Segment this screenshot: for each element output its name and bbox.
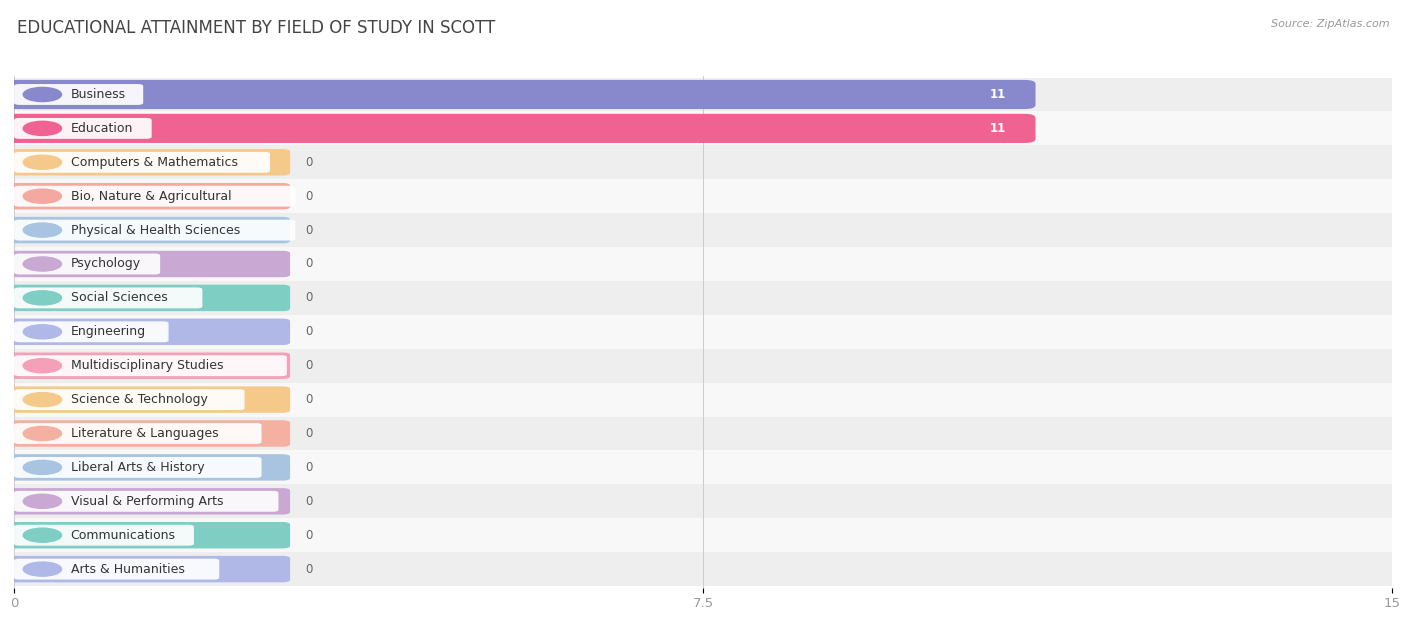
Bar	[14, 281, 1392, 315]
Text: Arts & Humanities: Arts & Humanities	[70, 562, 184, 576]
Circle shape	[24, 392, 62, 406]
Text: 0: 0	[305, 156, 314, 169]
Text: 0: 0	[305, 461, 314, 474]
FancyBboxPatch shape	[7, 353, 290, 379]
Circle shape	[24, 87, 62, 102]
Bar	[14, 145, 1392, 179]
FancyBboxPatch shape	[14, 152, 270, 173]
Text: Business: Business	[70, 88, 125, 101]
Text: Engineering: Engineering	[70, 325, 146, 338]
Text: 0: 0	[305, 529, 314, 542]
Bar	[14, 451, 1392, 484]
FancyBboxPatch shape	[7, 420, 290, 447]
FancyBboxPatch shape	[14, 457, 262, 478]
FancyBboxPatch shape	[14, 355, 287, 376]
FancyBboxPatch shape	[14, 423, 262, 444]
Text: 0: 0	[305, 190, 314, 203]
Text: Computers & Mathematics: Computers & Mathematics	[70, 156, 238, 169]
Bar	[14, 518, 1392, 552]
Text: 11: 11	[990, 122, 1007, 135]
Bar	[14, 179, 1392, 213]
Circle shape	[24, 223, 62, 237]
FancyBboxPatch shape	[14, 288, 202, 308]
Text: Visual & Performing Arts: Visual & Performing Arts	[70, 495, 224, 507]
Text: Psychology: Psychology	[70, 257, 141, 270]
Circle shape	[24, 155, 62, 169]
Text: Source: ZipAtlas.com: Source: ZipAtlas.com	[1271, 19, 1389, 29]
Text: Social Sciences: Social Sciences	[70, 291, 167, 305]
Text: Liberal Arts & History: Liberal Arts & History	[70, 461, 204, 474]
Bar	[14, 78, 1392, 111]
Bar	[14, 213, 1392, 247]
FancyBboxPatch shape	[7, 522, 290, 549]
Text: 0: 0	[305, 495, 314, 507]
Text: 0: 0	[305, 325, 314, 338]
FancyBboxPatch shape	[7, 183, 290, 209]
Bar	[14, 484, 1392, 518]
FancyBboxPatch shape	[14, 321, 169, 343]
Text: 11: 11	[990, 88, 1007, 101]
Circle shape	[24, 189, 62, 204]
Bar	[14, 111, 1392, 145]
FancyBboxPatch shape	[14, 491, 278, 512]
Circle shape	[24, 325, 62, 339]
Circle shape	[24, 460, 62, 475]
FancyBboxPatch shape	[7, 217, 290, 243]
FancyBboxPatch shape	[14, 559, 219, 580]
FancyBboxPatch shape	[14, 186, 295, 207]
FancyBboxPatch shape	[7, 454, 290, 480]
Text: 0: 0	[305, 291, 314, 305]
Text: 0: 0	[305, 359, 314, 372]
Text: Physical & Health Sciences: Physical & Health Sciences	[70, 224, 240, 236]
Circle shape	[24, 257, 62, 271]
FancyBboxPatch shape	[14, 253, 160, 274]
Text: Education: Education	[70, 122, 134, 135]
FancyBboxPatch shape	[7, 149, 290, 176]
FancyBboxPatch shape	[14, 84, 143, 105]
Text: Bio, Nature & Agricultural: Bio, Nature & Agricultural	[70, 190, 232, 203]
Bar	[14, 315, 1392, 349]
Text: 0: 0	[305, 224, 314, 236]
Bar	[14, 349, 1392, 382]
FancyBboxPatch shape	[14, 525, 194, 545]
FancyBboxPatch shape	[14, 389, 245, 410]
FancyBboxPatch shape	[3, 114, 1036, 143]
Circle shape	[24, 121, 62, 135]
FancyBboxPatch shape	[7, 386, 290, 413]
FancyBboxPatch shape	[7, 319, 290, 345]
FancyBboxPatch shape	[7, 488, 290, 514]
Text: EDUCATIONAL ATTAINMENT BY FIELD OF STUDY IN SCOTT: EDUCATIONAL ATTAINMENT BY FIELD OF STUDY…	[17, 19, 495, 37]
Text: Multidisciplinary Studies: Multidisciplinary Studies	[70, 359, 224, 372]
Text: Science & Technology: Science & Technology	[70, 393, 208, 406]
Text: 0: 0	[305, 393, 314, 406]
Circle shape	[24, 494, 62, 508]
FancyBboxPatch shape	[7, 251, 290, 277]
FancyBboxPatch shape	[7, 556, 290, 582]
Text: Literature & Languages: Literature & Languages	[70, 427, 218, 440]
Circle shape	[24, 528, 62, 542]
Bar	[14, 416, 1392, 451]
Text: Communications: Communications	[70, 529, 176, 542]
FancyBboxPatch shape	[7, 284, 290, 311]
Text: 0: 0	[305, 562, 314, 576]
Circle shape	[24, 358, 62, 373]
Bar	[14, 552, 1392, 586]
Circle shape	[24, 291, 62, 305]
FancyBboxPatch shape	[14, 118, 152, 139]
Circle shape	[24, 562, 62, 576]
Bar	[14, 247, 1392, 281]
FancyBboxPatch shape	[3, 80, 1036, 109]
Text: 0: 0	[305, 427, 314, 440]
Circle shape	[24, 427, 62, 441]
Bar	[14, 382, 1392, 416]
Text: 0: 0	[305, 257, 314, 270]
FancyBboxPatch shape	[14, 220, 295, 241]
